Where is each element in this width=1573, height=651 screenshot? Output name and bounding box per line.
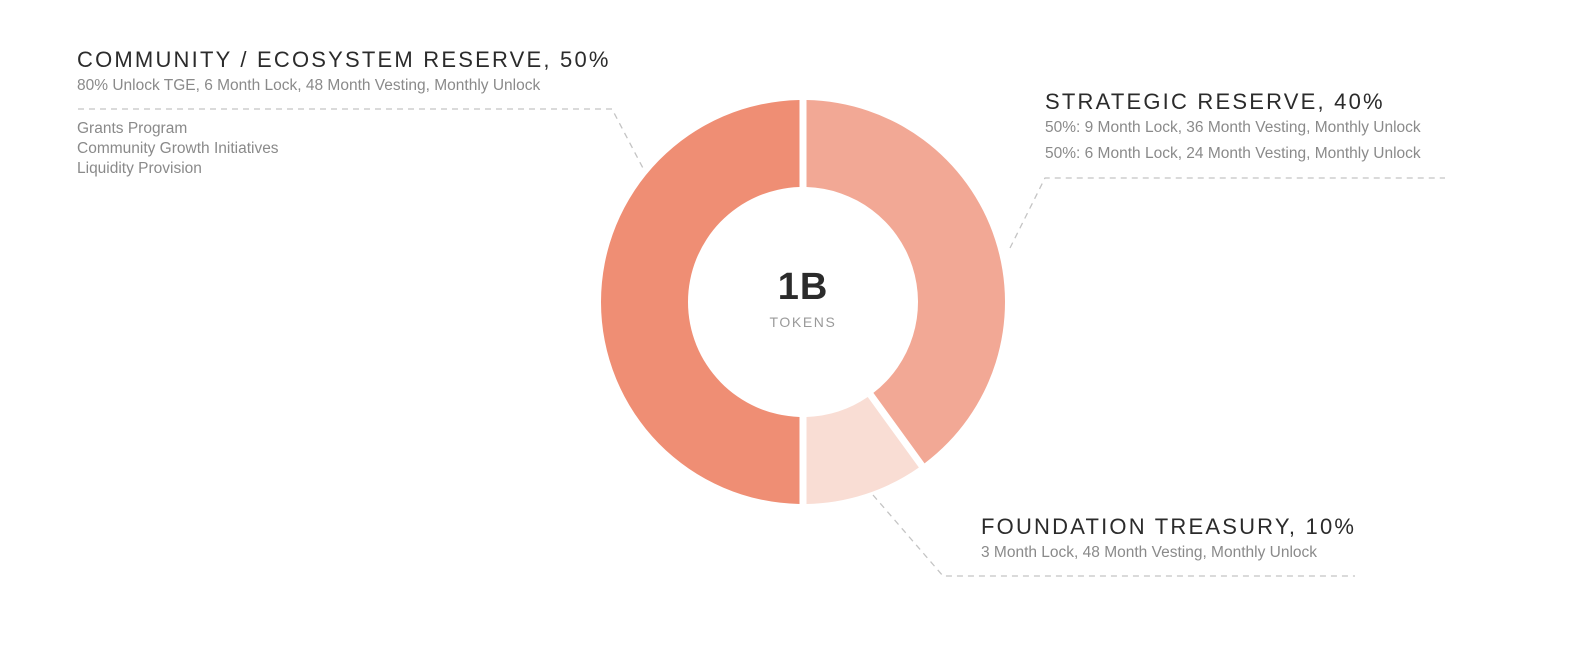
community-title: COMMUNITY / ECOSYSTEM RESERVE, 50% (77, 47, 611, 72)
strategic-title: STRATEGIC RESERVE, 40% (1045, 89, 1385, 114)
center-value: 1B (777, 266, 829, 308)
community-item: Liquidity Provision (77, 160, 202, 177)
community-item: Community Growth Initiatives (77, 140, 279, 157)
strategic-detail: 50%: 9 Month Lock, 36 Month Vesting, Mon… (1045, 119, 1421, 136)
foundation-callout: FOUNDATION TREASURY, 10% 3 Month Lock, 4… (981, 514, 1356, 563)
strategic-callout: STRATEGIC RESERVE, 40% 50%: 9 Month Lock… (1045, 89, 1421, 164)
foundation-title: FOUNDATION TREASURY, 10% (981, 514, 1357, 539)
strategic-detail: 50%: 6 Month Lock, 24 Month Vesting, Mon… (1045, 145, 1421, 162)
slice-community (601, 100, 800, 504)
leader-line-community (78, 108, 646, 173)
community-detail: 80% Unlock TGE, 6 Month Lock, 48 Month V… (77, 77, 541, 94)
leader-line-strategic (1009, 177, 1445, 249)
center-label: TOKENS (769, 314, 837, 330)
slice-foundation (806, 397, 919, 504)
community-item: Grants Program (77, 120, 188, 137)
leader-line-foundation (872, 494, 1355, 577)
foundation-detail: 3 Month Lock, 48 Month Vesting, Monthly … (981, 544, 1318, 561)
community-callout: COMMUNITY / ECOSYSTEM RESERVE, 50% 80% U… (77, 47, 611, 179)
community-items: Grants Program Community Growth Initiati… (77, 119, 611, 179)
slice-strategic (806, 100, 1005, 464)
